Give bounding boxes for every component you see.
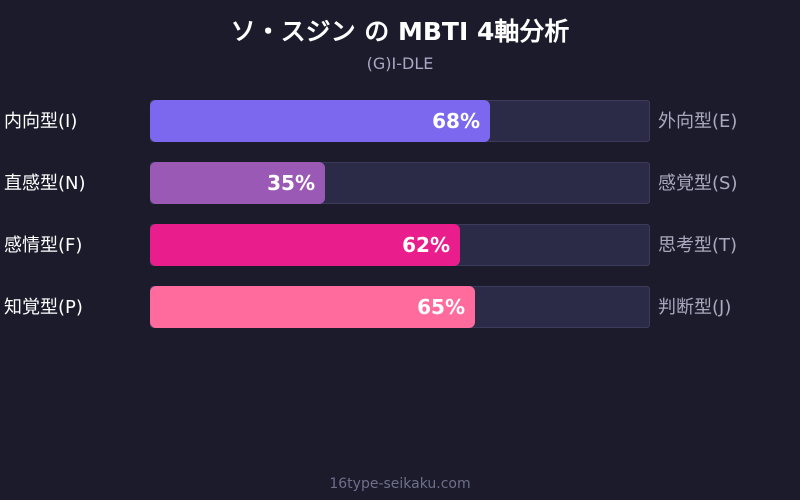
category-label: 知覚型(P) xyxy=(4,297,83,318)
bar xyxy=(150,286,475,328)
bar-row: 内向型(I) 68% 外向型(E) xyxy=(0,100,800,144)
opposite-label: 外向型(E) xyxy=(658,111,738,132)
bar-row: 知覚型(P) 65% 判断型(J) xyxy=(0,286,800,330)
opposite-label: 感覚型(S) xyxy=(658,173,738,194)
data-label: 35% xyxy=(267,171,315,195)
opposite-label: 思考型(T) xyxy=(658,235,738,256)
bar-row: 直感型(N) 35% 感覚型(S) xyxy=(0,162,800,206)
chart-title: ソ・スジン の MBTI 4軸分析 xyxy=(230,17,570,46)
opposite-label: 判断型(J) xyxy=(658,297,732,318)
data-label: 65% xyxy=(417,295,465,319)
data-label: 68% xyxy=(432,109,480,133)
bar xyxy=(150,224,460,266)
footer-source: 16type-seikaku.com xyxy=(329,476,471,492)
bar-row: 感情型(F) 62% 思考型(T) xyxy=(0,224,800,268)
category-label: 内向型(I) xyxy=(4,111,78,132)
chart-subtitle: (G)I-DLE xyxy=(366,54,434,73)
bar xyxy=(150,162,325,204)
category-label: 直感型(N) xyxy=(4,173,86,194)
category-label: 感情型(F) xyxy=(4,235,83,256)
bar xyxy=(150,100,490,142)
data-label: 62% xyxy=(402,233,450,257)
